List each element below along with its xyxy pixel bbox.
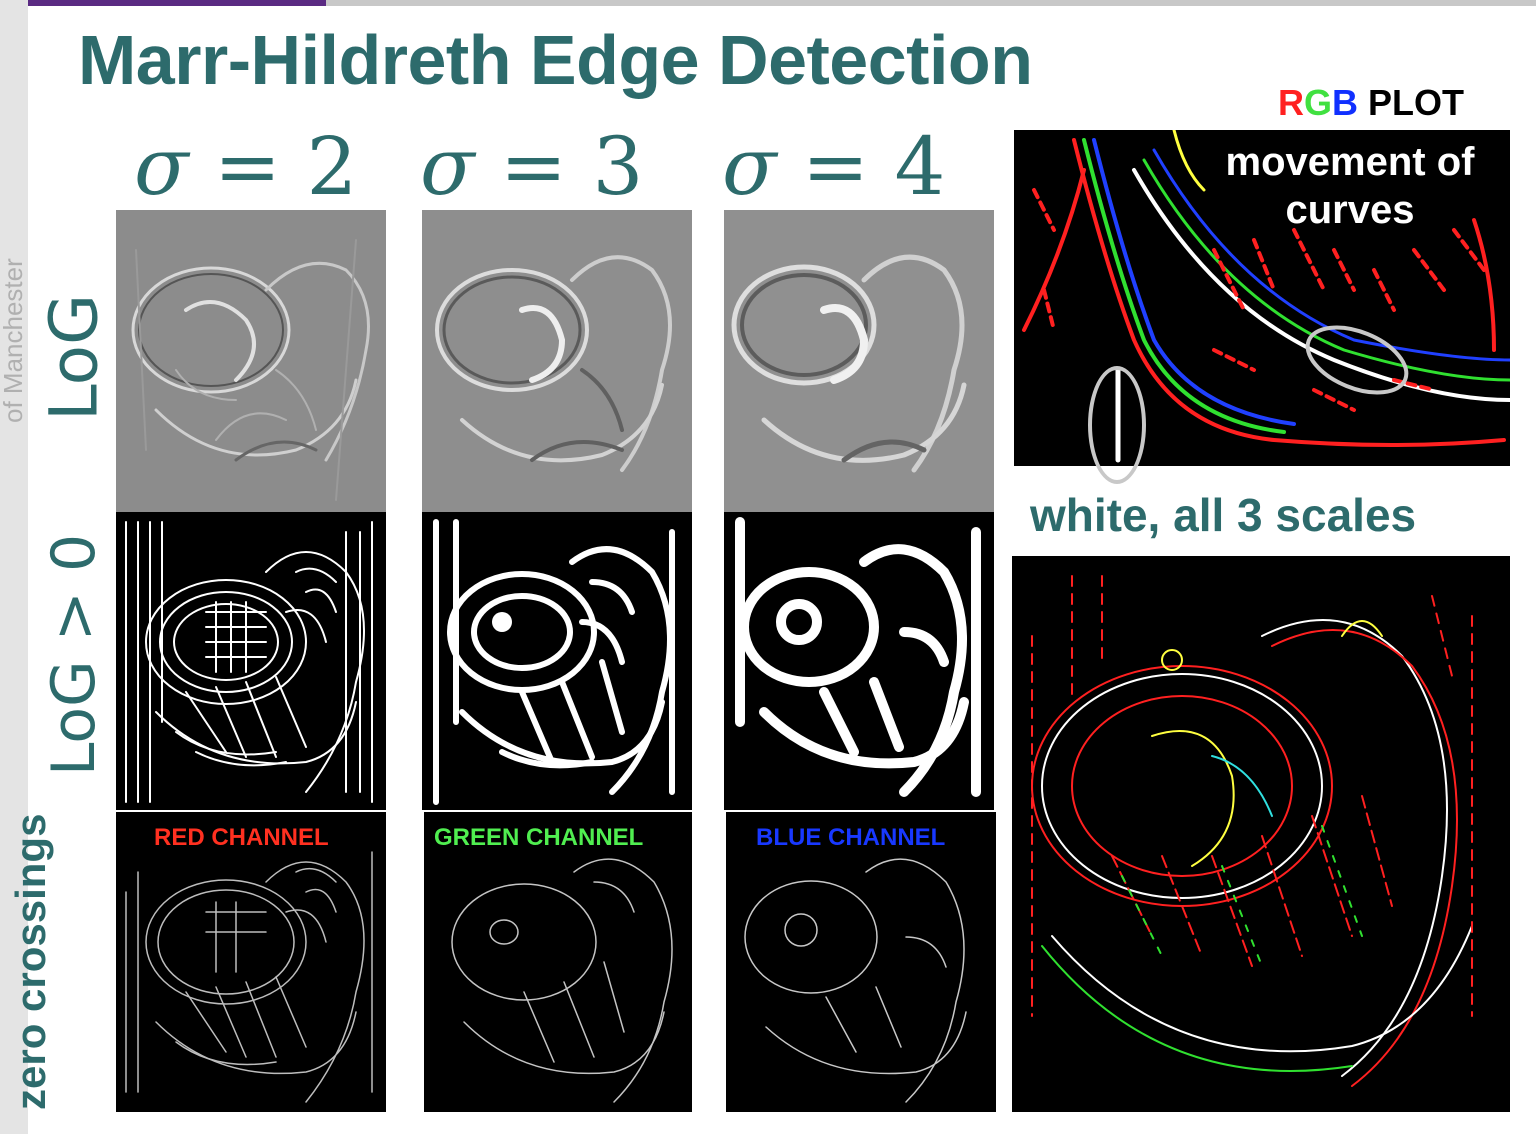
rgb-r-letter: R xyxy=(1278,82,1304,123)
row-label-log-positive: LoG > 0 xyxy=(39,533,109,777)
log-positive-image-sigma-3 xyxy=(422,512,692,810)
top-bar xyxy=(0,0,1536,6)
sigma-symbol: σ xyxy=(722,120,777,213)
log-image-sigma-4 xyxy=(724,210,994,512)
slide-title: Marr-Hildreth Edge Detection xyxy=(78,21,1033,99)
rgb-plot-title: RGB PLOT xyxy=(1278,82,1464,124)
zero-crossings-green-channel xyxy=(424,812,692,1112)
green-channel-label: GREEN CHANNEL xyxy=(434,824,644,851)
row-label-log: LoG xyxy=(35,293,113,421)
log-image-sigma-3 xyxy=(422,210,692,512)
log-positive-image-sigma-2 xyxy=(116,512,386,810)
sigma-header-3: σ = 4 xyxy=(722,120,945,213)
vertical-highlight-ellipse xyxy=(1088,366,1146,484)
sigma-header-2: σ = 3 xyxy=(420,120,643,213)
zero-crossings-blue-channel xyxy=(726,812,996,1112)
sigma-value: 2 xyxy=(306,120,358,213)
top-bar-accent xyxy=(28,0,326,6)
sigma-equals: = xyxy=(188,120,307,213)
rgb-b-letter: B xyxy=(1332,82,1359,123)
left-sidebar xyxy=(0,0,28,1134)
log-positive-image-sigma-4 xyxy=(724,512,994,810)
row-label-zero-crossings: zero crossings xyxy=(7,813,54,1110)
sidebar-text: of Manchester xyxy=(0,258,28,423)
rgb-g-letter: G xyxy=(1304,82,1333,123)
zero-crossings-red-channel xyxy=(116,812,386,1112)
rgb-plot-word: PLOT xyxy=(1358,82,1465,123)
log-image-sigma-2 xyxy=(116,210,386,512)
red-channel-label: RED CHANNEL xyxy=(154,824,329,851)
sigma-equals: = xyxy=(474,120,593,213)
white-scales-caption: white, all 3 scales xyxy=(1030,489,1417,541)
rgb-combined-zero-crossings xyxy=(1012,556,1510,1112)
sigma-value: 4 xyxy=(894,120,946,213)
blue-channel-label: BLUE CHANNEL xyxy=(756,824,946,851)
sigma-header-1: σ = 2 xyxy=(134,120,357,213)
sigma-symbol: σ xyxy=(420,120,475,213)
movement-caption: movement of curves xyxy=(1225,140,1475,232)
sigma-value: 3 xyxy=(592,120,644,213)
sigma-symbol: σ xyxy=(134,120,189,213)
sigma-equals: = xyxy=(776,120,895,213)
